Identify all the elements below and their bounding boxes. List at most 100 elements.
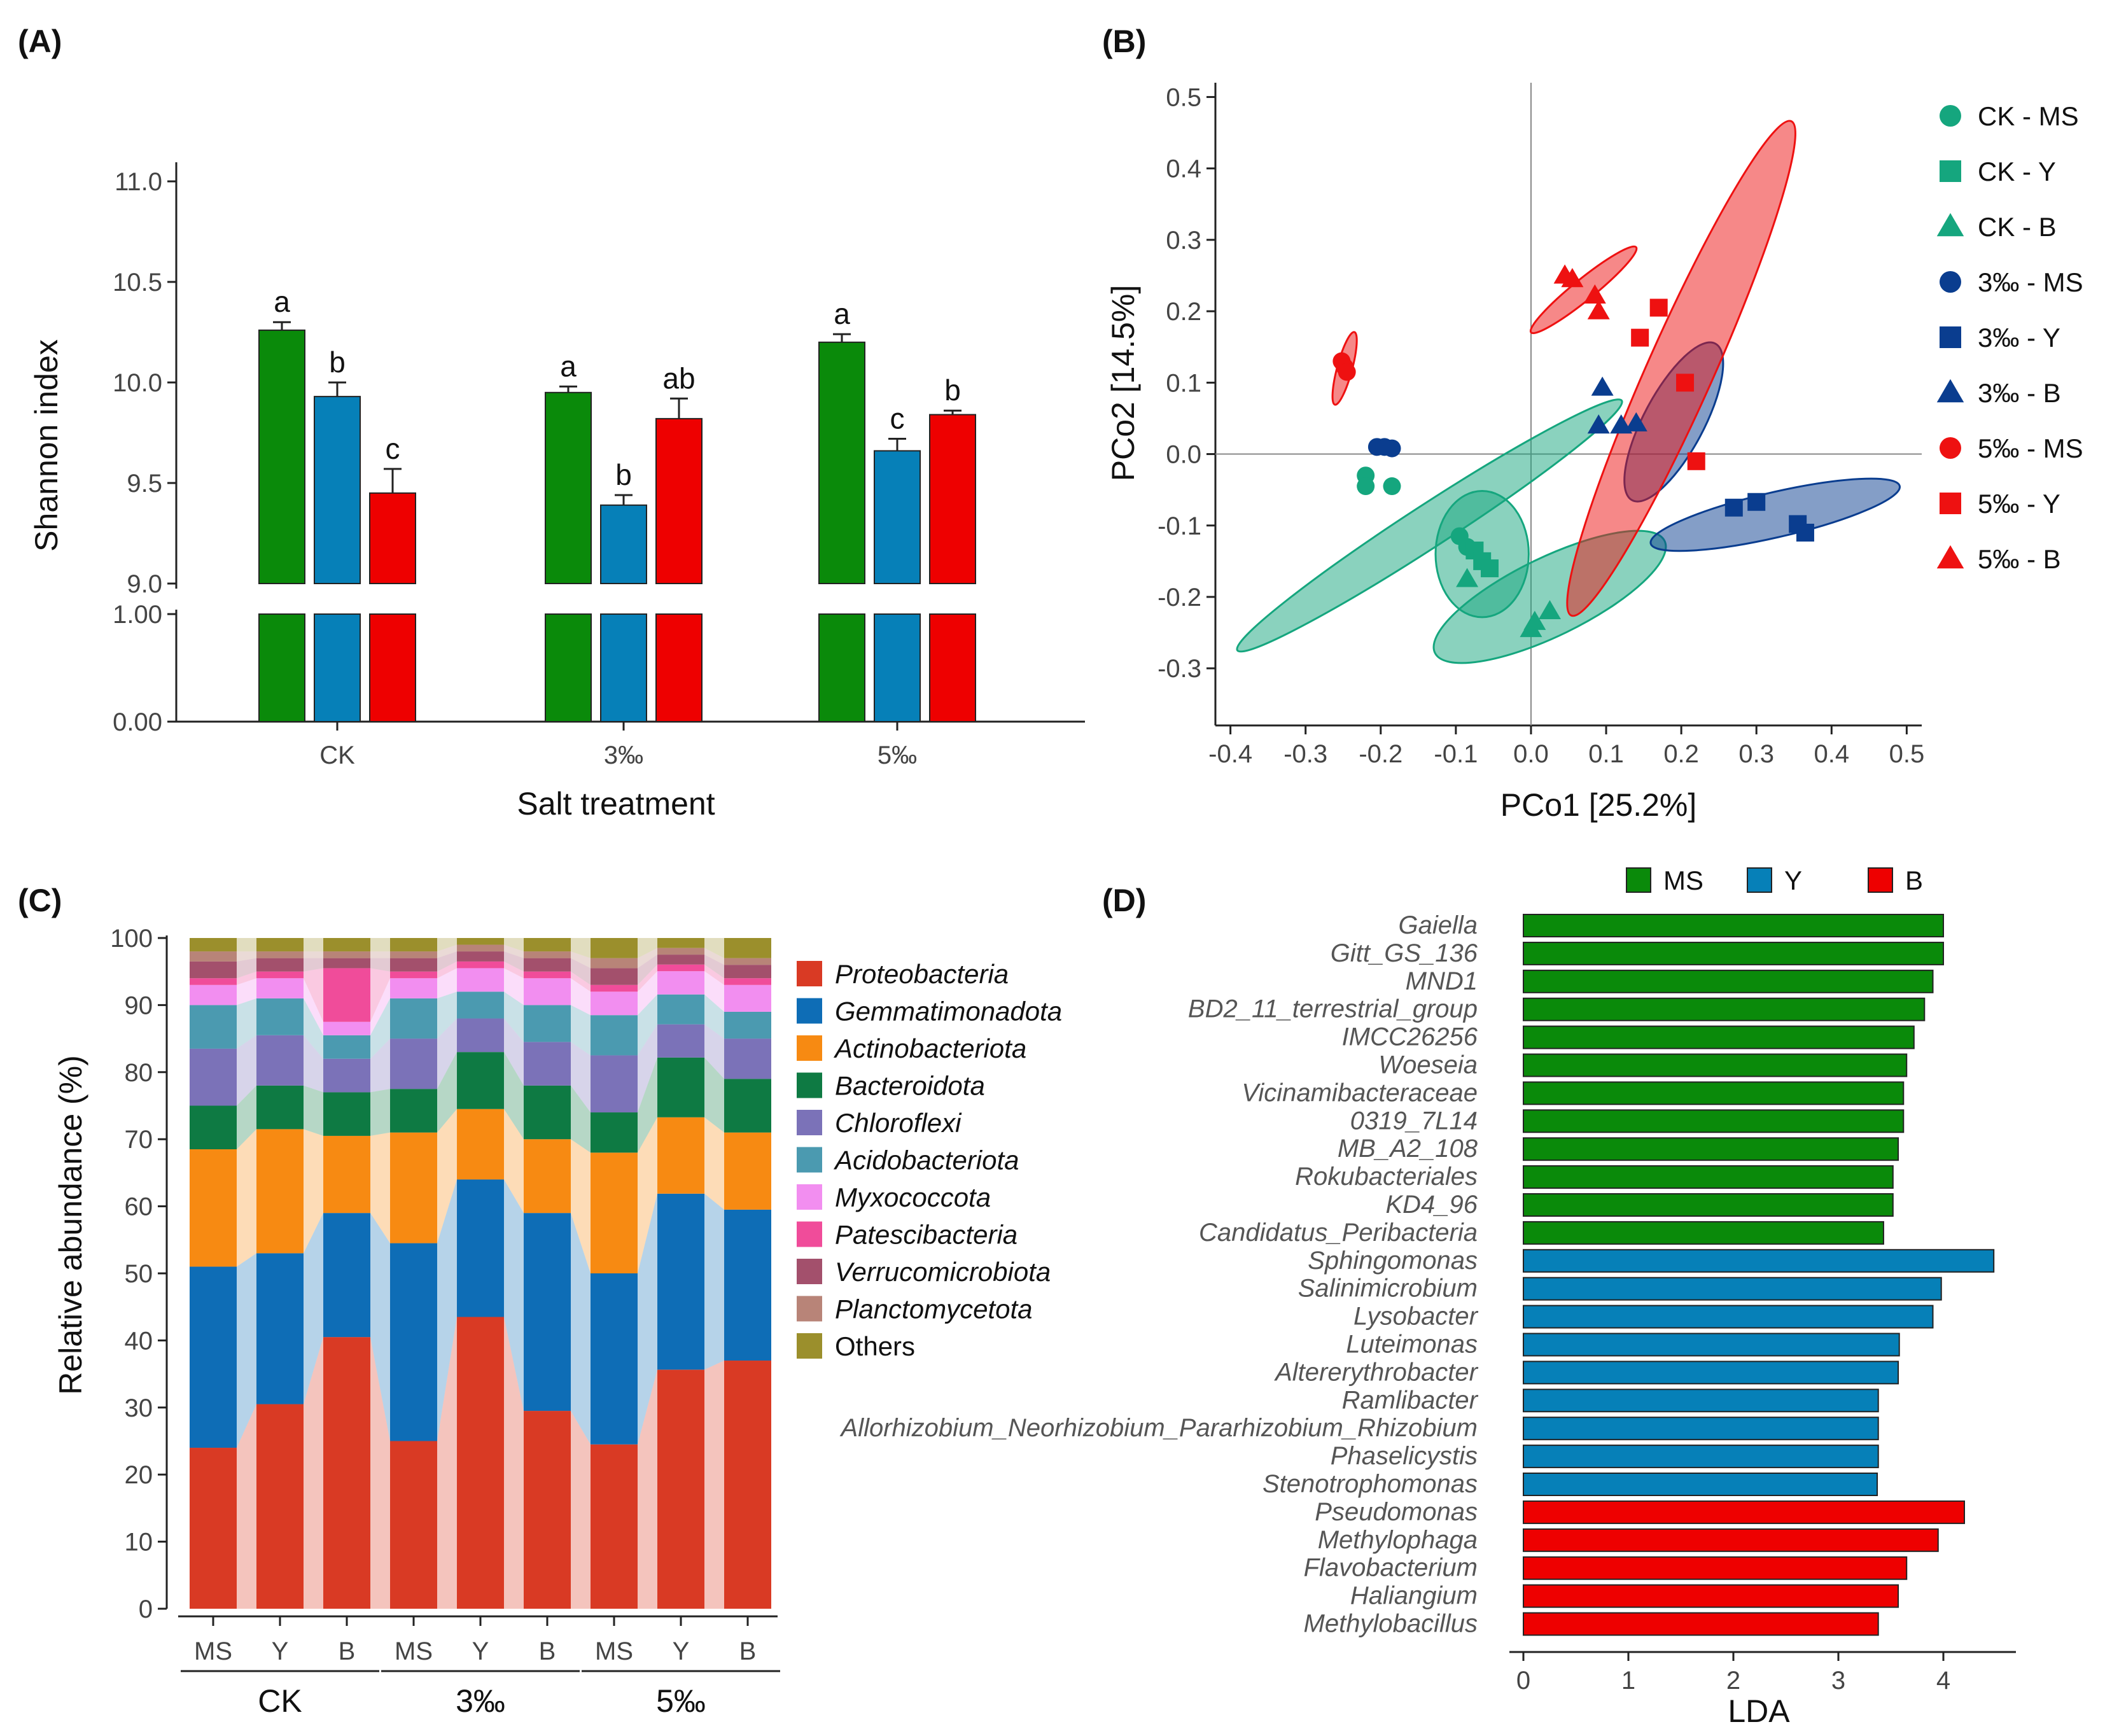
- panel-b-data-point: [1456, 568, 1479, 587]
- panel-d-taxon-label: Salinimicrobium: [1298, 1275, 1478, 1303]
- panel-c-connector-band: [304, 1213, 323, 1404]
- panel-c-y-tick-label: 40: [125, 1327, 153, 1355]
- panel-d-taxon-label: Sphingomonas: [1308, 1247, 1478, 1275]
- panel-d-taxon-label: Ramlibacter: [1342, 1386, 1479, 1414]
- panel-d-legend-label: MS: [1663, 865, 1703, 895]
- panel-c-bar-segment: [190, 951, 237, 962]
- panel-d-lda-bar: [1523, 914, 1944, 937]
- panel-a-bar-upper: [600, 504, 647, 585]
- panel-d-x-axis-title: LDA: [1728, 1693, 1790, 1729]
- panel-c-bar-segment: [591, 938, 638, 958]
- panel-d-lda-bar: [1523, 1277, 1942, 1301]
- panel-d-legend-swatch: [1626, 867, 1651, 893]
- panel-c-connector-band: [571, 938, 591, 958]
- panel-c-bar-segment: [591, 1444, 638, 1609]
- panel-c-connector-band: [704, 971, 724, 1012]
- panel-c-bar-segment: [323, 968, 370, 1022]
- panel-c-connector-band: [437, 961, 457, 979]
- panel-c-bar-segment: [657, 938, 704, 948]
- panel-c-bar-segment: [256, 1253, 304, 1404]
- panel-b-y-tick-label: 0.2: [1166, 298, 1201, 326]
- panel-c-connector-band: [704, 994, 724, 1039]
- panel-a-significance-letter: b: [944, 374, 961, 407]
- panel-c-bar-segment: [256, 1085, 304, 1130]
- panel-c-connector-band: [304, 1085, 323, 1136]
- panel-a-bar-lower: [600, 613, 647, 722]
- panel-a-y-tick-label: 1.00: [113, 601, 162, 629]
- panel-c-legend-swatch: [797, 1296, 822, 1322]
- panel-c-x-tick-label: Y: [272, 1637, 289, 1665]
- panel-d-legend-swatch: [1868, 867, 1893, 893]
- panel-c-legend-label: Bacteroidota: [835, 1071, 985, 1101]
- panel-c-bar-segment: [524, 958, 571, 972]
- panel-c-bar-segment: [524, 1139, 571, 1214]
- panel-b-x-tick-label: -0.4: [1208, 740, 1252, 768]
- panel-c-bar-segment: [657, 1117, 704, 1194]
- panel-c-connector-band: [237, 1253, 256, 1448]
- panel-d-taxon-label: BD2_11_terrestrial_group: [1188, 995, 1478, 1023]
- panel-b-data-point: [1649, 298, 1668, 317]
- panel-c-connector-band: [504, 1052, 524, 1140]
- panel-c-bar-segment: [591, 1055, 638, 1113]
- panel-c-connector-band: [638, 1193, 657, 1445]
- panel-c-bar-segment: [657, 964, 704, 972]
- panel-d-lda-bar: [1523, 1305, 1934, 1329]
- panel-d-taxon-label: Gaiella: [1398, 911, 1478, 939]
- panel-c-connector-band: [237, 1404, 256, 1609]
- panel-c-bar-segment: [256, 938, 304, 952]
- panel-a-bar-lower: [545, 613, 592, 722]
- panel-d-lda-bar: [1523, 997, 1926, 1021]
- panel-b-legend-label: 3‰ - B: [1978, 378, 2061, 408]
- panel-b-x-tick-label: 0.5: [1889, 740, 1925, 768]
- panel-a-label: (A): [18, 24, 62, 59]
- panel-c-connector-band: [638, 1117, 657, 1273]
- panel-c-connector-band: [437, 1179, 457, 1441]
- panel-c-bar-segment: [524, 978, 571, 1005]
- panel-b-x-tick-label: 0.0: [1513, 740, 1549, 768]
- panel-a-y-tick-label: 0.00: [113, 708, 162, 736]
- panel-c-bar-segment: [457, 1109, 504, 1180]
- panel-c-x-tick-label: MS: [595, 1637, 633, 1665]
- panel-b-data-point: [1583, 284, 1606, 304]
- panel-c-connector-band: [304, 998, 323, 1059]
- panel-c-connector-band: [571, 1139, 591, 1273]
- panel-b-data-point: [1676, 374, 1695, 392]
- panel-c-connector-band: [237, 1085, 256, 1150]
- panel-c-bar-segment: [323, 1058, 370, 1093]
- panel-c-connector-band: [704, 938, 724, 958]
- panel-b-legend-marker: [1940, 493, 1961, 514]
- panel-c-bar-segment: [323, 1135, 370, 1214]
- panel-c-connector-band: [571, 951, 591, 969]
- panel-c-y-tick-label: 10: [125, 1529, 153, 1557]
- panel-a-significance-letter: ab: [662, 361, 695, 395]
- panel-d-lda-bar: [1523, 1389, 1879, 1413]
- panel-c-connector-band: [504, 944, 524, 958]
- panel-c-bar-segment: [323, 951, 370, 958]
- panel-d-taxon-label: MB_A2_108: [1338, 1135, 1478, 1163]
- panel-c-connector-band: [437, 1109, 457, 1243]
- panel-c-connector-band: [370, 1337, 390, 1609]
- panel-b-data-point: [1625, 412, 1647, 431]
- panel-c-bar-segment: [390, 1039, 437, 1089]
- panel-b-data-point: [1687, 452, 1705, 470]
- panel-b-legend-label: 5‰ - MS: [1978, 433, 2083, 463]
- panel-c-connector-band: [437, 1018, 457, 1089]
- panel-b-legend-label: 3‰ - Y: [1978, 323, 2060, 353]
- panel-c-bar-segment: [190, 1266, 237, 1448]
- panel-a-y-tick-label: 9.0: [127, 570, 162, 598]
- panel-c-bar-segment: [724, 1132, 771, 1210]
- panel-d-lda-bar: [1523, 1612, 1879, 1636]
- panel-d-lda-bar: [1523, 1500, 1965, 1524]
- panel-d-taxon-label: Vicinamibacteraceae: [1241, 1079, 1478, 1107]
- panel-c-connector-band: [304, 1337, 323, 1609]
- panel-a-significance-letter: b: [615, 458, 632, 491]
- panel-c-bar-segment: [591, 1152, 638, 1273]
- panel-c-connector-band: [370, 998, 390, 1059]
- panel-c-bar-segment: [190, 1448, 237, 1609]
- panel-d-taxon-label: Flavobacterium: [1304, 1554, 1478, 1582]
- panel-c-y-tick-label: 0: [139, 1595, 153, 1623]
- panel-a-x-tick-label: 3‰: [604, 741, 643, 769]
- panel-a-significance-letter: b: [329, 346, 346, 379]
- panel-c-bar-segment: [524, 1005, 571, 1042]
- panel-c-y-axis-title: Relative abundance (%): [53, 1055, 88, 1395]
